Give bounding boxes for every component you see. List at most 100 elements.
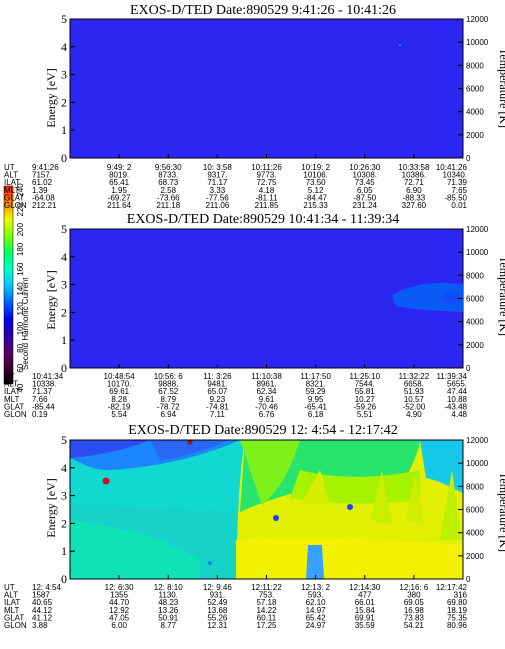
panel-2-eph-label: GLAT bbox=[4, 402, 24, 411]
panel-1-eph-value: 4.18 bbox=[259, 186, 275, 195]
panel-1-eph-value: 8019. bbox=[109, 171, 129, 180]
panel-2-eph-value: 11:17:50 bbox=[300, 372, 331, 381]
panel-3-eph-value: 57.18 bbox=[256, 598, 277, 607]
colorbar-tick-label: 200 bbox=[16, 222, 25, 236]
panel-3-eph-value: 69.91 bbox=[355, 613, 376, 622]
panel-1-eph-value: 10:19: 2 bbox=[301, 163, 330, 172]
panel-2-eph-value: 6.94 bbox=[160, 410, 176, 419]
panel-2-eph-value: 8961. bbox=[256, 380, 276, 389]
panel-2-eph-value: 10.57 bbox=[404, 395, 425, 404]
panel-3-eph-label: ALT bbox=[4, 591, 18, 600]
panel-1: EXOS-D/TED Date:890529 9:41:26 - 10:41:2… bbox=[4, 3, 505, 210]
panel-3-eph-label: MLT bbox=[4, 606, 20, 615]
panel-2-eph-value: -74.81 bbox=[206, 402, 229, 411]
colorbar-tick-label: 160 bbox=[16, 262, 25, 276]
panel-2-eph-value: -70.46 bbox=[255, 402, 278, 411]
panel-1-eph-value: 7157. bbox=[32, 171, 52, 180]
panel-1-y2tick-label: 6000 bbox=[466, 85, 484, 94]
panel-3-eph-value: 75.35 bbox=[447, 613, 468, 622]
panel-3-y2tick-label: 0 bbox=[466, 575, 471, 584]
panel-3-y2tick-label: 10000 bbox=[466, 459, 489, 468]
panel-3-ytick-label: 0 bbox=[61, 572, 67, 586]
panel-3-eph-value: 14.22 bbox=[256, 606, 277, 615]
colorbar-ticks: 40 60 80 100 120 140 160 180 200 220 240 bbox=[16, 183, 25, 393]
panel-1-eph-value: 1.39 bbox=[32, 186, 48, 195]
panel-2-eph-value: 7544. bbox=[355, 380, 375, 389]
panel-2-eph-value: 55.81 bbox=[355, 387, 376, 396]
panel-1-eph-value: 10308. bbox=[353, 171, 377, 180]
panel-2-ytick-label: 2 bbox=[61, 305, 67, 319]
panel-2-eph-value: 8.79 bbox=[160, 395, 176, 404]
panel-3-eph-value: 54.21 bbox=[404, 621, 425, 630]
panel-2-eph-value: -85.44 bbox=[32, 402, 55, 411]
panel-1-ytick-label: 4 bbox=[61, 40, 67, 54]
panel-2-eph-value: 69.61 bbox=[109, 387, 130, 396]
panel-3-eph-value: 12:17:42 bbox=[436, 583, 468, 592]
panel-3-eph-value: 50.91 bbox=[158, 613, 179, 622]
panel-1-ylabel: Energy [eV] bbox=[44, 68, 58, 127]
colorbar-tick-label: 240 bbox=[16, 183, 25, 197]
panel-1-eph-value: -88.33 bbox=[403, 193, 426, 202]
panel-1-eph-value: 10:41:26 bbox=[436, 163, 468, 172]
panel-3-eph-value: 55.26 bbox=[207, 613, 228, 622]
colorbar-label: Second Harmonic Current bbox=[21, 277, 30, 370]
colorbar-tick-label: 140 bbox=[16, 282, 25, 296]
panel-3-eph-value: 65.42 bbox=[306, 613, 327, 622]
colorbar-tick-label: 60 bbox=[16, 363, 25, 372]
panel-3-eph-value: 16.98 bbox=[404, 606, 425, 615]
panel-3-eph-value: 47.05 bbox=[109, 613, 130, 622]
panel-1-eph-label: ALT bbox=[4, 171, 18, 180]
panel-1-eph-label: ILAT bbox=[4, 178, 20, 187]
panel-1-eph-value: 6.05 bbox=[357, 186, 373, 195]
panel-3-eph-value: 13.68 bbox=[207, 606, 228, 615]
panel-2: EXOS-D/TED Date:890529 10:41:34 - 11:39:… bbox=[4, 212, 505, 419]
panel-2-eph-value: 62.34 bbox=[256, 387, 277, 396]
panel-1-eph-value: 7.65 bbox=[451, 186, 467, 195]
panel-3-eph-value: 12: 9:46 bbox=[203, 583, 232, 592]
panel-1-eph-value: -85.50 bbox=[444, 193, 467, 202]
panel-2-y2label: Temperature [K] bbox=[497, 256, 505, 336]
panel-2-eph-value: 5.54 bbox=[111, 410, 127, 419]
panel-1-eph-value: 10386. bbox=[402, 171, 426, 180]
panel-3-y2tick-label: 2000 bbox=[466, 552, 484, 561]
panel-1-eph-value: -84.47 bbox=[304, 193, 327, 202]
colorbar-tick-label: 40 bbox=[16, 383, 25, 392]
panel-3-ytick-label: 1 bbox=[61, 544, 67, 558]
panel-1-eph-value: -81.11 bbox=[255, 193, 278, 202]
panel-1-speck bbox=[399, 44, 401, 46]
panel-2-eph-value: 5.51 bbox=[357, 410, 373, 419]
panel-3-eph-value: 380 bbox=[407, 591, 421, 600]
panel-1-ytick-label: 0 bbox=[61, 151, 67, 165]
panel-2-y2tick-label: 2000 bbox=[466, 341, 484, 350]
panel-3-eph-value: 73.83 bbox=[404, 613, 425, 622]
panel-2-eph-value: 6.18 bbox=[308, 410, 324, 419]
panel-1-eph-value: -64.08 bbox=[32, 193, 55, 202]
panel-2-eph-value: 6.76 bbox=[259, 410, 275, 419]
panel-3-eph-value: 14.97 bbox=[306, 606, 327, 615]
panel-2-y2tick-label: 8000 bbox=[466, 271, 484, 280]
panel-1-eph-value: -69.27 bbox=[108, 193, 131, 202]
panel-1-eph-value: 10:26:30 bbox=[349, 163, 381, 172]
panel-3-ytick-label: 3 bbox=[61, 489, 67, 503]
panel-1-eph-value: 0.01 bbox=[451, 201, 467, 210]
panel-2-eph-value: 10338. bbox=[32, 380, 56, 389]
panel-1-eph-value: 212.21 bbox=[32, 201, 57, 210]
panel-3-eph-label: GLON bbox=[4, 621, 27, 630]
panel-3-eph-value: 12.92 bbox=[109, 606, 130, 615]
panel-1-eph-value: 6.90 bbox=[406, 186, 422, 195]
panel-2-eph-value: 51.93 bbox=[404, 387, 425, 396]
panel-1-eph-value: 71.17 bbox=[207, 178, 228, 187]
panel-1-eph-value: 65.41 bbox=[109, 178, 130, 187]
panel-2-eph-value: 11:39:34 bbox=[436, 372, 467, 381]
panel-2-eph-value: 5655. bbox=[447, 380, 467, 389]
panel-2-eph-value: 9.95 bbox=[308, 395, 324, 404]
panel-3: EXOS-D/TED Date:890529 12: 4:54 - 12:17:… bbox=[4, 423, 505, 630]
panel-3-y2tick-label: 6000 bbox=[466, 506, 484, 515]
panel-2-eph-label: MLT bbox=[4, 395, 20, 404]
panel-2-eph-value: 11:10:38 bbox=[251, 372, 282, 381]
panel-2-eph-value: 4.48 bbox=[451, 410, 467, 419]
panel-3-eph-value: 477 bbox=[358, 591, 372, 600]
panel-2-eph-value: 59.29 bbox=[306, 387, 327, 396]
panel-1-eph-value: 9:41:26 bbox=[32, 163, 59, 172]
